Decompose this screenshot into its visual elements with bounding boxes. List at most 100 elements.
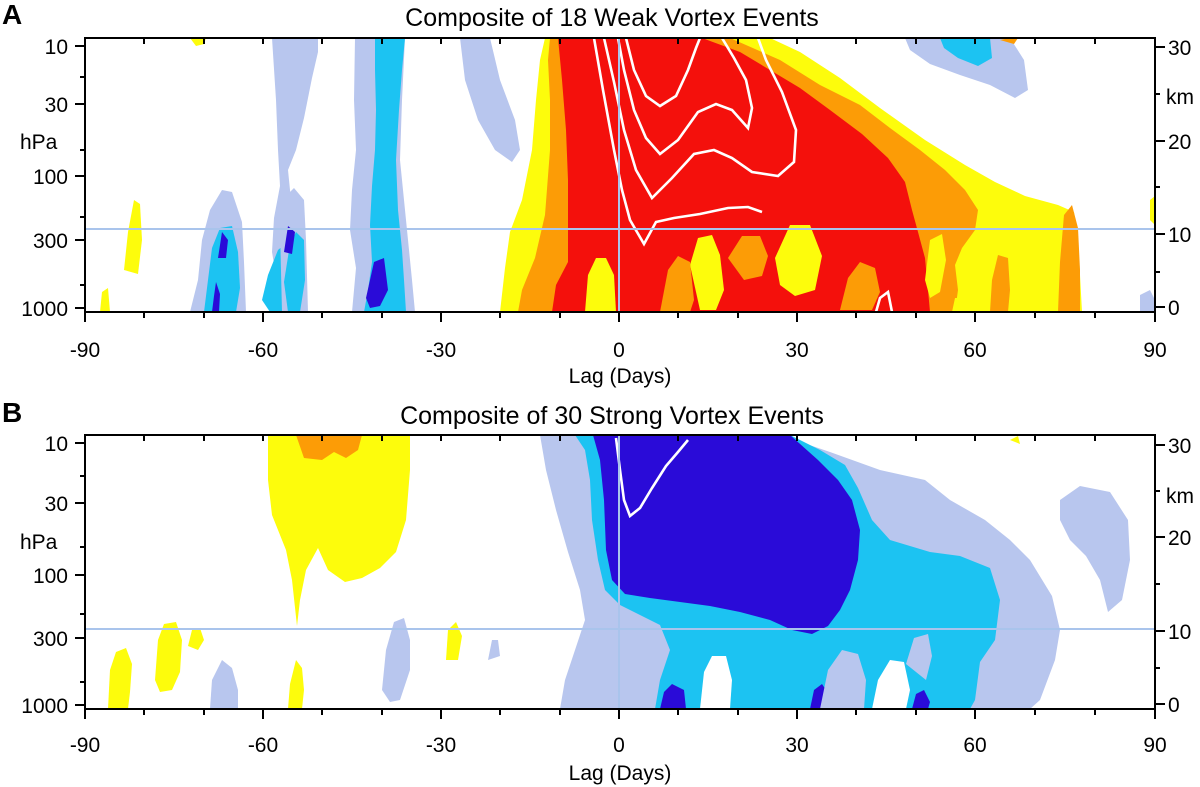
panel-b-neg-weak-small-3 [488,640,500,660]
panel-b-neg-weak-small-2 [382,618,410,702]
panel-b-right-tick-label: 30 [1168,435,1191,458]
panel-b-neg-strong-4 [912,690,930,709]
panel-a-right-tick-label: 0 [1168,297,1180,320]
panel-a-pos-weak-left-2 [100,288,110,312]
panel-a-pos-strong [552,38,930,312]
panel-a-contour-3 [616,38,754,156]
panel-a-neg-strong-2 [366,258,388,308]
panel-b-pos-weak-main [268,435,410,626]
panel-b-neg-weak-small-1 [210,660,238,709]
panel-b-neg-strong-main [593,435,860,634]
panel-a-mottle-1 [585,258,616,312]
panel-b-x-tick-labels: -90 -60 -30 0 30 60 90 [70,734,1167,757]
panel-a-pos-weak-left-1 [124,200,142,274]
panel-b-white-hole-1 [700,656,732,709]
panel-b-y-tick-label: 30 [45,493,68,516]
panel-a-mottle-2 [690,235,724,310]
panel-b-pos-weak-left-4 [288,660,304,709]
panel-b-white-hole-3 [1046,686,1064,709]
panel-b-x-tick-label: -90 [70,734,100,757]
panel-b-y-tick-label: 10 [45,433,68,456]
panel-a: A Composite of 18 Weak Vortex Events [2,0,1194,388]
panel-a-mottle-9 [925,234,946,298]
panel-a-neg-weak-6 [905,38,1028,98]
panel-a-contour-1 [592,38,763,247]
panel-a-neg-mod-3 [204,226,240,312]
panel-a-contour-2 [602,38,798,201]
panel-b-ticks [75,435,1165,719]
panel-a-neg-mod-2 [364,38,406,312]
panel-b-y-tick-label: 100 [33,565,68,588]
panel-a-x-tick-label: 90 [1143,339,1166,362]
panel-a-neg-weak-7 [1140,290,1155,312]
panel-b-x-tick-label: 30 [785,734,808,757]
panel-a-letter: A [2,0,22,30]
panel-a-right-tick-labels: 30 20 10 0 [1168,37,1191,320]
panel-b-pos-weak-left-1 [108,648,132,709]
panel-a-x-tick-labels: -90 -60 -30 0 30 60 90 [70,339,1167,362]
panel-b-y-tick-label: 1000 [21,695,68,718]
panel-a-y-tick-label: 1000 [21,298,68,321]
panel-a-title: Composite of 18 Weak Vortex Events [405,4,819,32]
panel-b-y-axis-label: hPa [20,531,58,554]
panel-b: B Composite of 30 Strong Vortex Events [2,397,1194,785]
panel-a-pos-weak-top [190,38,206,46]
panel-a-right-axis-label: km [1166,86,1194,109]
panel-a-y-tick-label: 300 [33,230,68,253]
panel-a-mottle-3 [660,256,694,312]
panel-a-contour-5 [874,289,894,312]
panel-a-pos-weak-edge [1150,196,1155,225]
panel-a-right-tick-label: 20 [1168,131,1191,154]
panel-b-neg-weak-hole-1 [820,650,866,709]
panel-b-title: Composite of 30 Strong Vortex Events [400,402,824,430]
panel-a-mottle-5 [775,225,822,296]
panel-a-neg-mod-6 [940,38,992,66]
panel-a-x-tick-label: 60 [963,339,986,362]
panel-b-right-tick-labels: 30 20 10 0 [1168,435,1191,717]
panel-a-y-tick-label: 30 [45,94,68,117]
panel-b-pos-weak-left-2 [155,622,182,692]
panel-b-right-tick-label: 10 [1168,621,1191,644]
panel-b-letter: B [2,397,22,428]
panel-a-mottle-10 [952,298,964,312]
panel-a-mottle-6 [840,262,880,310]
panel-b-neg-mod-hole-1 [762,662,792,709]
panel-a-x-tick-label: -90 [70,339,100,362]
panel-b-neg-weak-small-5 [1104,550,1120,594]
panel-a-mottle-12 [1000,38,1018,44]
panel-a-y-axis-label: hPa [20,131,58,154]
panel-b-y-tick-labels: 10 30 100 300 1000 [21,433,68,718]
panel-b-pos-weak-left-3 [188,628,204,650]
panel-a-x-tick-label: -60 [248,339,278,362]
panel-a-mottle-11 [1018,222,1045,272]
panel-a-y-tick-label: 10 [45,36,68,59]
panel-b-y-tick-label: 300 [33,628,68,651]
panel-b-x-tick-label: 90 [1143,734,1166,757]
panel-b-right-tick-label: 0 [1168,694,1180,717]
panel-b-right-tick-label: 20 [1168,527,1191,550]
panel-a-mottle-7 [990,255,1010,312]
panel-b-pos-weak-left-5 [446,622,462,660]
panel-a-x-tick-label: 0 [613,339,625,362]
panel-a-right-tick-label: 30 [1168,37,1191,60]
panel-b-white-hole-2 [872,660,910,709]
panel-a-y-tick-label: 100 [33,166,68,189]
panel-a-neg-strong-3 [212,232,228,312]
panel-b-x-tick-label: -60 [248,734,278,757]
panel-a-neg-weak-5 [460,38,520,162]
panel-a-mottle-8 [1058,205,1080,312]
panel-b-neg-strong-2 [660,684,686,709]
panel-b-neg-weak-hole-2 [906,634,932,680]
panel-b-pos-weak-right [1010,436,1020,444]
panel-b-contour-1 [614,437,689,519]
panel-a-neg-strong-4 [284,226,295,254]
panel-b-x-tick-label: 60 [963,734,986,757]
panel-a-x-tick-label: 30 [785,339,808,362]
panel-b-right-axis-label: km [1166,485,1194,508]
panel-b-x-tick-label: 0 [613,734,625,757]
panel-a-x-tick-label: -30 [426,339,456,362]
panel-b-x-tick-label: -30 [426,734,456,757]
panel-b-pos-mod-main [296,435,362,460]
panel-a-mottle-4 [728,236,768,280]
